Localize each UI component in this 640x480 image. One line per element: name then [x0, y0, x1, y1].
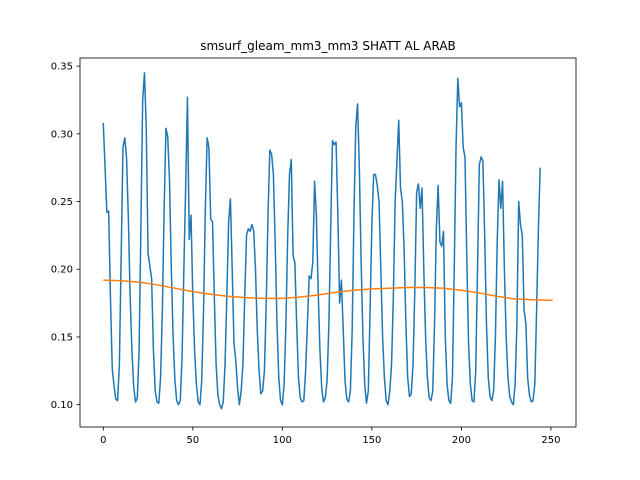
y-tick-label: 0.30	[51, 129, 73, 140]
y-tick-label: 0.25	[51, 197, 73, 208]
plot-area: 0 50 100 150 200 250 0.10 0.15 0.20 0.25 0.30 0.35	[51, 57, 577, 446]
x-tick-label: 100	[273, 435, 292, 446]
series-line-2	[103, 279, 553, 302]
y-tick-label: 0.20	[51, 265, 73, 276]
y-tick-label: 0.15	[51, 332, 73, 343]
axes-frame	[79, 57, 577, 428]
x-tick-label: 150	[362, 435, 381, 446]
x-tick-label: 250	[541, 435, 560, 446]
chart-title: smsurf_gleam_mm3_mm3 SHATT AL ARAB	[200, 39, 456, 53]
y-tick-label: 0.35	[51, 62, 73, 73]
x-tick-label: 50	[186, 435, 199, 446]
x-tick-label: 200	[452, 435, 471, 446]
x-tick-label: 0	[100, 435, 106, 446]
y-tick-label: 0.10	[51, 400, 73, 411]
series-line-1	[102, 72, 541, 410]
